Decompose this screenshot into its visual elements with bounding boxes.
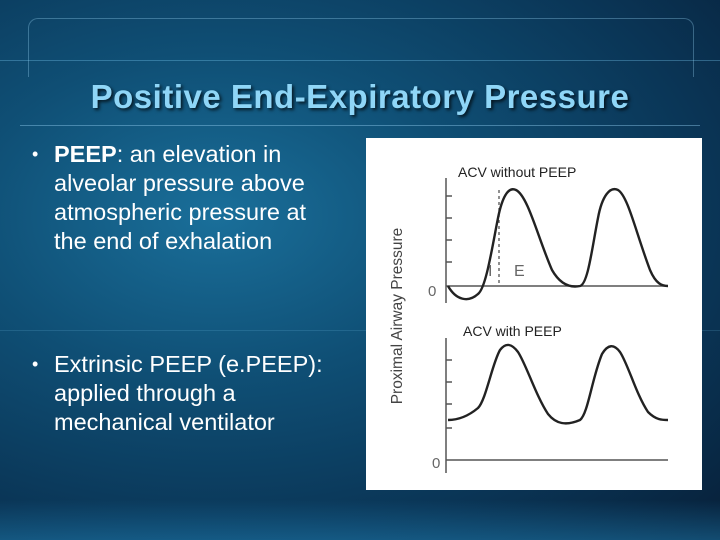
bottom-panel-axes	[445, 338, 668, 473]
bullet-text: Extrinsic PEEP (e.PEEP): applied through…	[54, 350, 344, 437]
top-pressure-waveform	[446, 187, 669, 301]
bullet-body: Extrinsic PEEP (e.PEEP): applied through…	[54, 351, 323, 435]
decorative-frame	[28, 18, 694, 77]
bottom-glow	[0, 500, 720, 540]
bullet-dot-icon: •	[32, 354, 39, 374]
bullet-body: : an elevation in alveolar pressure abov…	[54, 141, 307, 254]
decorative-line	[0, 60, 720, 61]
top-zero-label: 0	[428, 283, 436, 300]
y-axis-label: Proximal Airway Pressure	[389, 228, 406, 405]
bullet-dot-icon: •	[32, 144, 39, 164]
slide-title: Positive End-Expiratory Pressure	[90, 78, 630, 115]
inspiration-label: I	[488, 263, 492, 280]
bottom-pressure-waveform	[447, 343, 669, 425]
bottom-panel-title: ACV with PEEP	[463, 323, 562, 339]
decorative-line	[0, 330, 720, 331]
bottom-zero-label: 0	[432, 455, 440, 472]
title-divider	[20, 125, 700, 126]
top-panel-title: ACV without PEEP	[458, 164, 576, 180]
top-panel-axes	[445, 178, 668, 303]
bullet-text: PEEP: an elevation in alveolar pressure …	[54, 140, 344, 256]
expiration-label: E	[514, 263, 525, 280]
bullet-term: PEEP	[54, 141, 117, 167]
pressure-waveform-figure: Proximal Airway Pressure ACV without PEE…	[366, 138, 702, 490]
bullet-item: • Extrinsic PEEP (e.PEEP): applied throu…	[32, 350, 344, 437]
bullet-item: • PEEP: an elevation in alveolar pressur…	[32, 140, 344, 256]
